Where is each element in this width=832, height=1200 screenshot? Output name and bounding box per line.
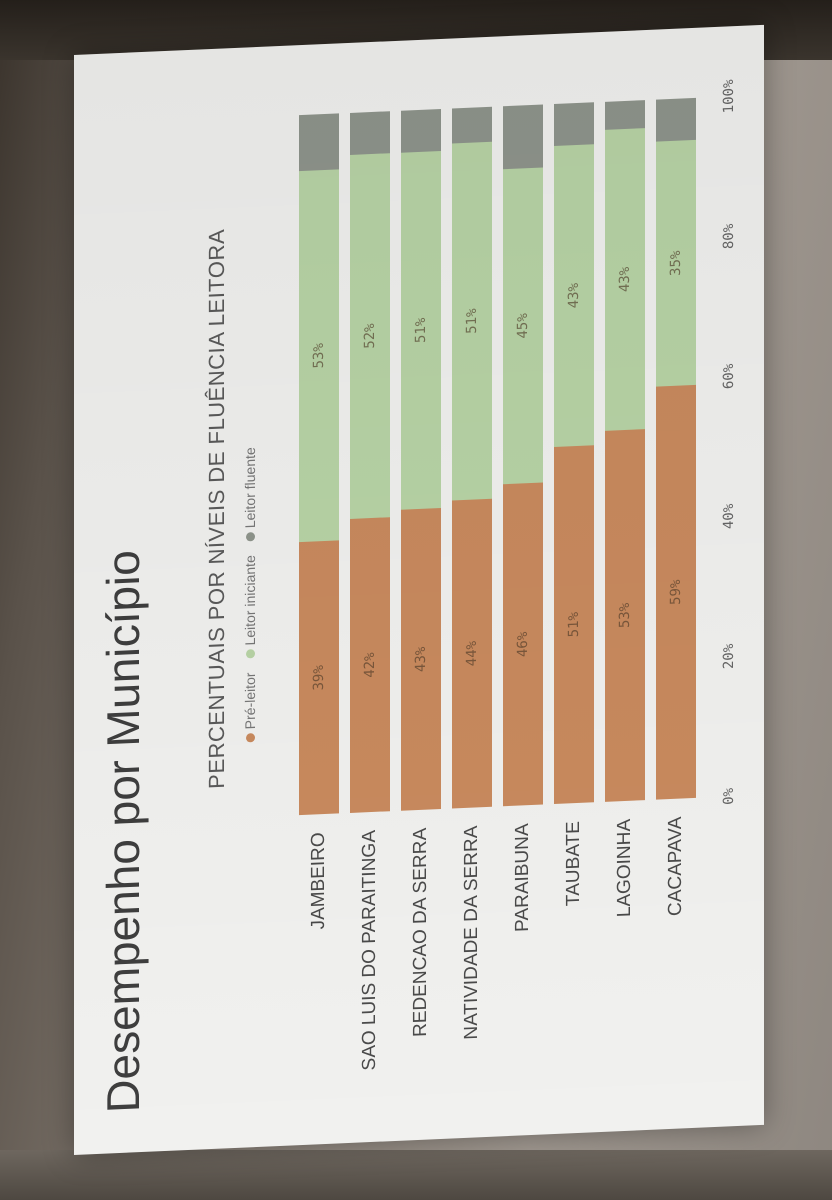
- category-label: SAO LUIS DO PARAITINGA: [359, 829, 380, 1071]
- x-tick-label: 100%: [721, 79, 737, 114]
- chart-legend: Pré-leitor Leitor iniciante Leitor fluente: [242, 447, 258, 743]
- category-label: CACAPAVA: [665, 816, 686, 917]
- projection-screen: Desempenho por Município PERCENTUAIS POR…: [40, 24, 800, 1156]
- data-label: 42%: [362, 652, 378, 679]
- x-tick-label: 20%: [721, 643, 737, 670]
- data-label: 45%: [515, 312, 531, 339]
- bar-segment: [299, 113, 339, 172]
- bar-segment: [452, 106, 492, 144]
- data-label: 53%: [311, 342, 327, 369]
- data-label: 52%: [362, 323, 378, 350]
- slide: Desempenho por Município PERCENTUAIS POR…: [74, 24, 764, 1156]
- data-label: 35%: [668, 250, 684, 277]
- legend-item-0: Pré-leitor: [242, 672, 258, 743]
- bar-segment: [554, 102, 594, 147]
- legend-swatch: [245, 733, 255, 743]
- x-tick-label: 0%: [721, 787, 737, 806]
- data-label: 59%: [668, 579, 684, 606]
- data-label: 43%: [617, 266, 633, 293]
- bar-segment: [401, 108, 441, 153]
- data-label: 51%: [464, 308, 480, 335]
- bar-segment: [350, 111, 390, 155]
- data-label: 53%: [617, 602, 633, 629]
- bar-segment: [605, 100, 645, 130]
- category-label: TAUBATE: [563, 820, 584, 907]
- bar-segment: [656, 97, 696, 142]
- category-label: LAGOINHA: [614, 818, 635, 918]
- category-label: NATIVIDADE DA SERRA: [461, 825, 482, 1041]
- category-label: JAMBEIRO: [308, 831, 329, 930]
- data-label: 39%: [311, 664, 327, 691]
- legend-label: Pré-leitor: [242, 672, 258, 730]
- legend-item-2: Leitor fluente: [242, 447, 258, 542]
- data-label: 51%: [413, 317, 429, 344]
- x-tick-label: 40%: [721, 503, 737, 530]
- x-tick-label: 80%: [721, 223, 737, 250]
- category-label: PARAIBUNA: [512, 822, 533, 933]
- x-tick-label: 60%: [721, 363, 737, 390]
- bar-segment: [503, 104, 543, 170]
- category-label: REDENCAO DA SERRA: [410, 827, 431, 1038]
- data-label: 44%: [464, 640, 480, 667]
- data-label: 43%: [413, 646, 429, 673]
- room-background-bottom: [0, 1150, 832, 1200]
- data-label: 46%: [515, 631, 531, 658]
- legend-label: Leitor iniciante: [242, 554, 258, 646]
- legend-swatch: [245, 649, 255, 659]
- slide-title: Desempenho por Município: [97, 549, 149, 1114]
- chart-subtitle: PERCENTUAIS POR NÍVEIS DE FLUÊNCIA LEITO…: [204, 228, 229, 790]
- legend-item-1: Leitor iniciante: [242, 555, 258, 659]
- legend-label: Leitor fluente: [242, 446, 258, 529]
- legend-swatch: [245, 532, 255, 542]
- data-label: 43%: [566, 282, 582, 309]
- data-label: 51%: [566, 611, 582, 638]
